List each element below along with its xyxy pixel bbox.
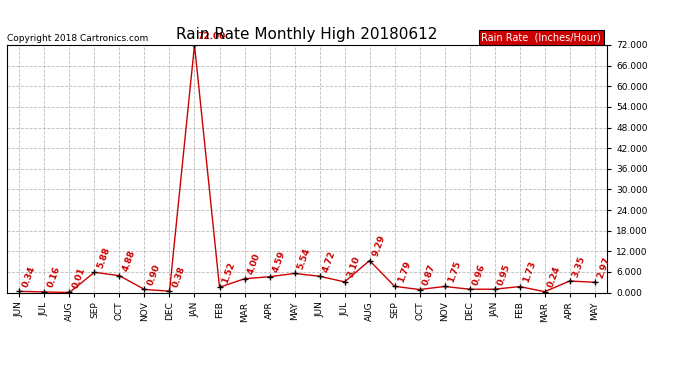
Text: 0.34: 0.34: [21, 265, 37, 288]
Title: Rain Rate Monthly High 20180612: Rain Rate Monthly High 20180612: [177, 27, 437, 42]
Text: 5.54: 5.54: [296, 247, 312, 271]
Text: 4.59: 4.59: [271, 250, 287, 274]
Text: 0.87: 0.87: [421, 263, 437, 287]
Text: 0.01: 0.01: [71, 266, 87, 290]
Text: 3.10: 3.10: [346, 255, 362, 279]
Text: 5.88: 5.88: [96, 246, 112, 270]
Text: Copyright 2018 Cartronics.com: Copyright 2018 Cartronics.com: [7, 33, 148, 42]
Text: 0.38: 0.38: [171, 265, 187, 288]
Text: 4.72: 4.72: [321, 249, 337, 273]
Text: Rain Rate  (Inches/Hour): Rain Rate (Inches/Hour): [482, 33, 601, 42]
Text: 0.16: 0.16: [46, 266, 62, 289]
Text: 9.29: 9.29: [371, 234, 387, 258]
Text: 1.52: 1.52: [221, 261, 237, 285]
Text: 4.88: 4.88: [121, 249, 137, 273]
Text: 72.00: 72.00: [197, 32, 226, 41]
Text: 3.35: 3.35: [571, 254, 587, 278]
Text: 0.96: 0.96: [471, 262, 487, 286]
Text: 0.90: 0.90: [146, 263, 162, 286]
Text: 2.97: 2.97: [596, 255, 612, 279]
Text: 0.95: 0.95: [496, 262, 512, 286]
Text: 1.79: 1.79: [396, 260, 412, 284]
Text: 0.24: 0.24: [546, 265, 562, 289]
Text: 1.73: 1.73: [521, 260, 537, 284]
Text: 4.00: 4.00: [246, 252, 262, 276]
Text: 1.75: 1.75: [446, 260, 462, 284]
